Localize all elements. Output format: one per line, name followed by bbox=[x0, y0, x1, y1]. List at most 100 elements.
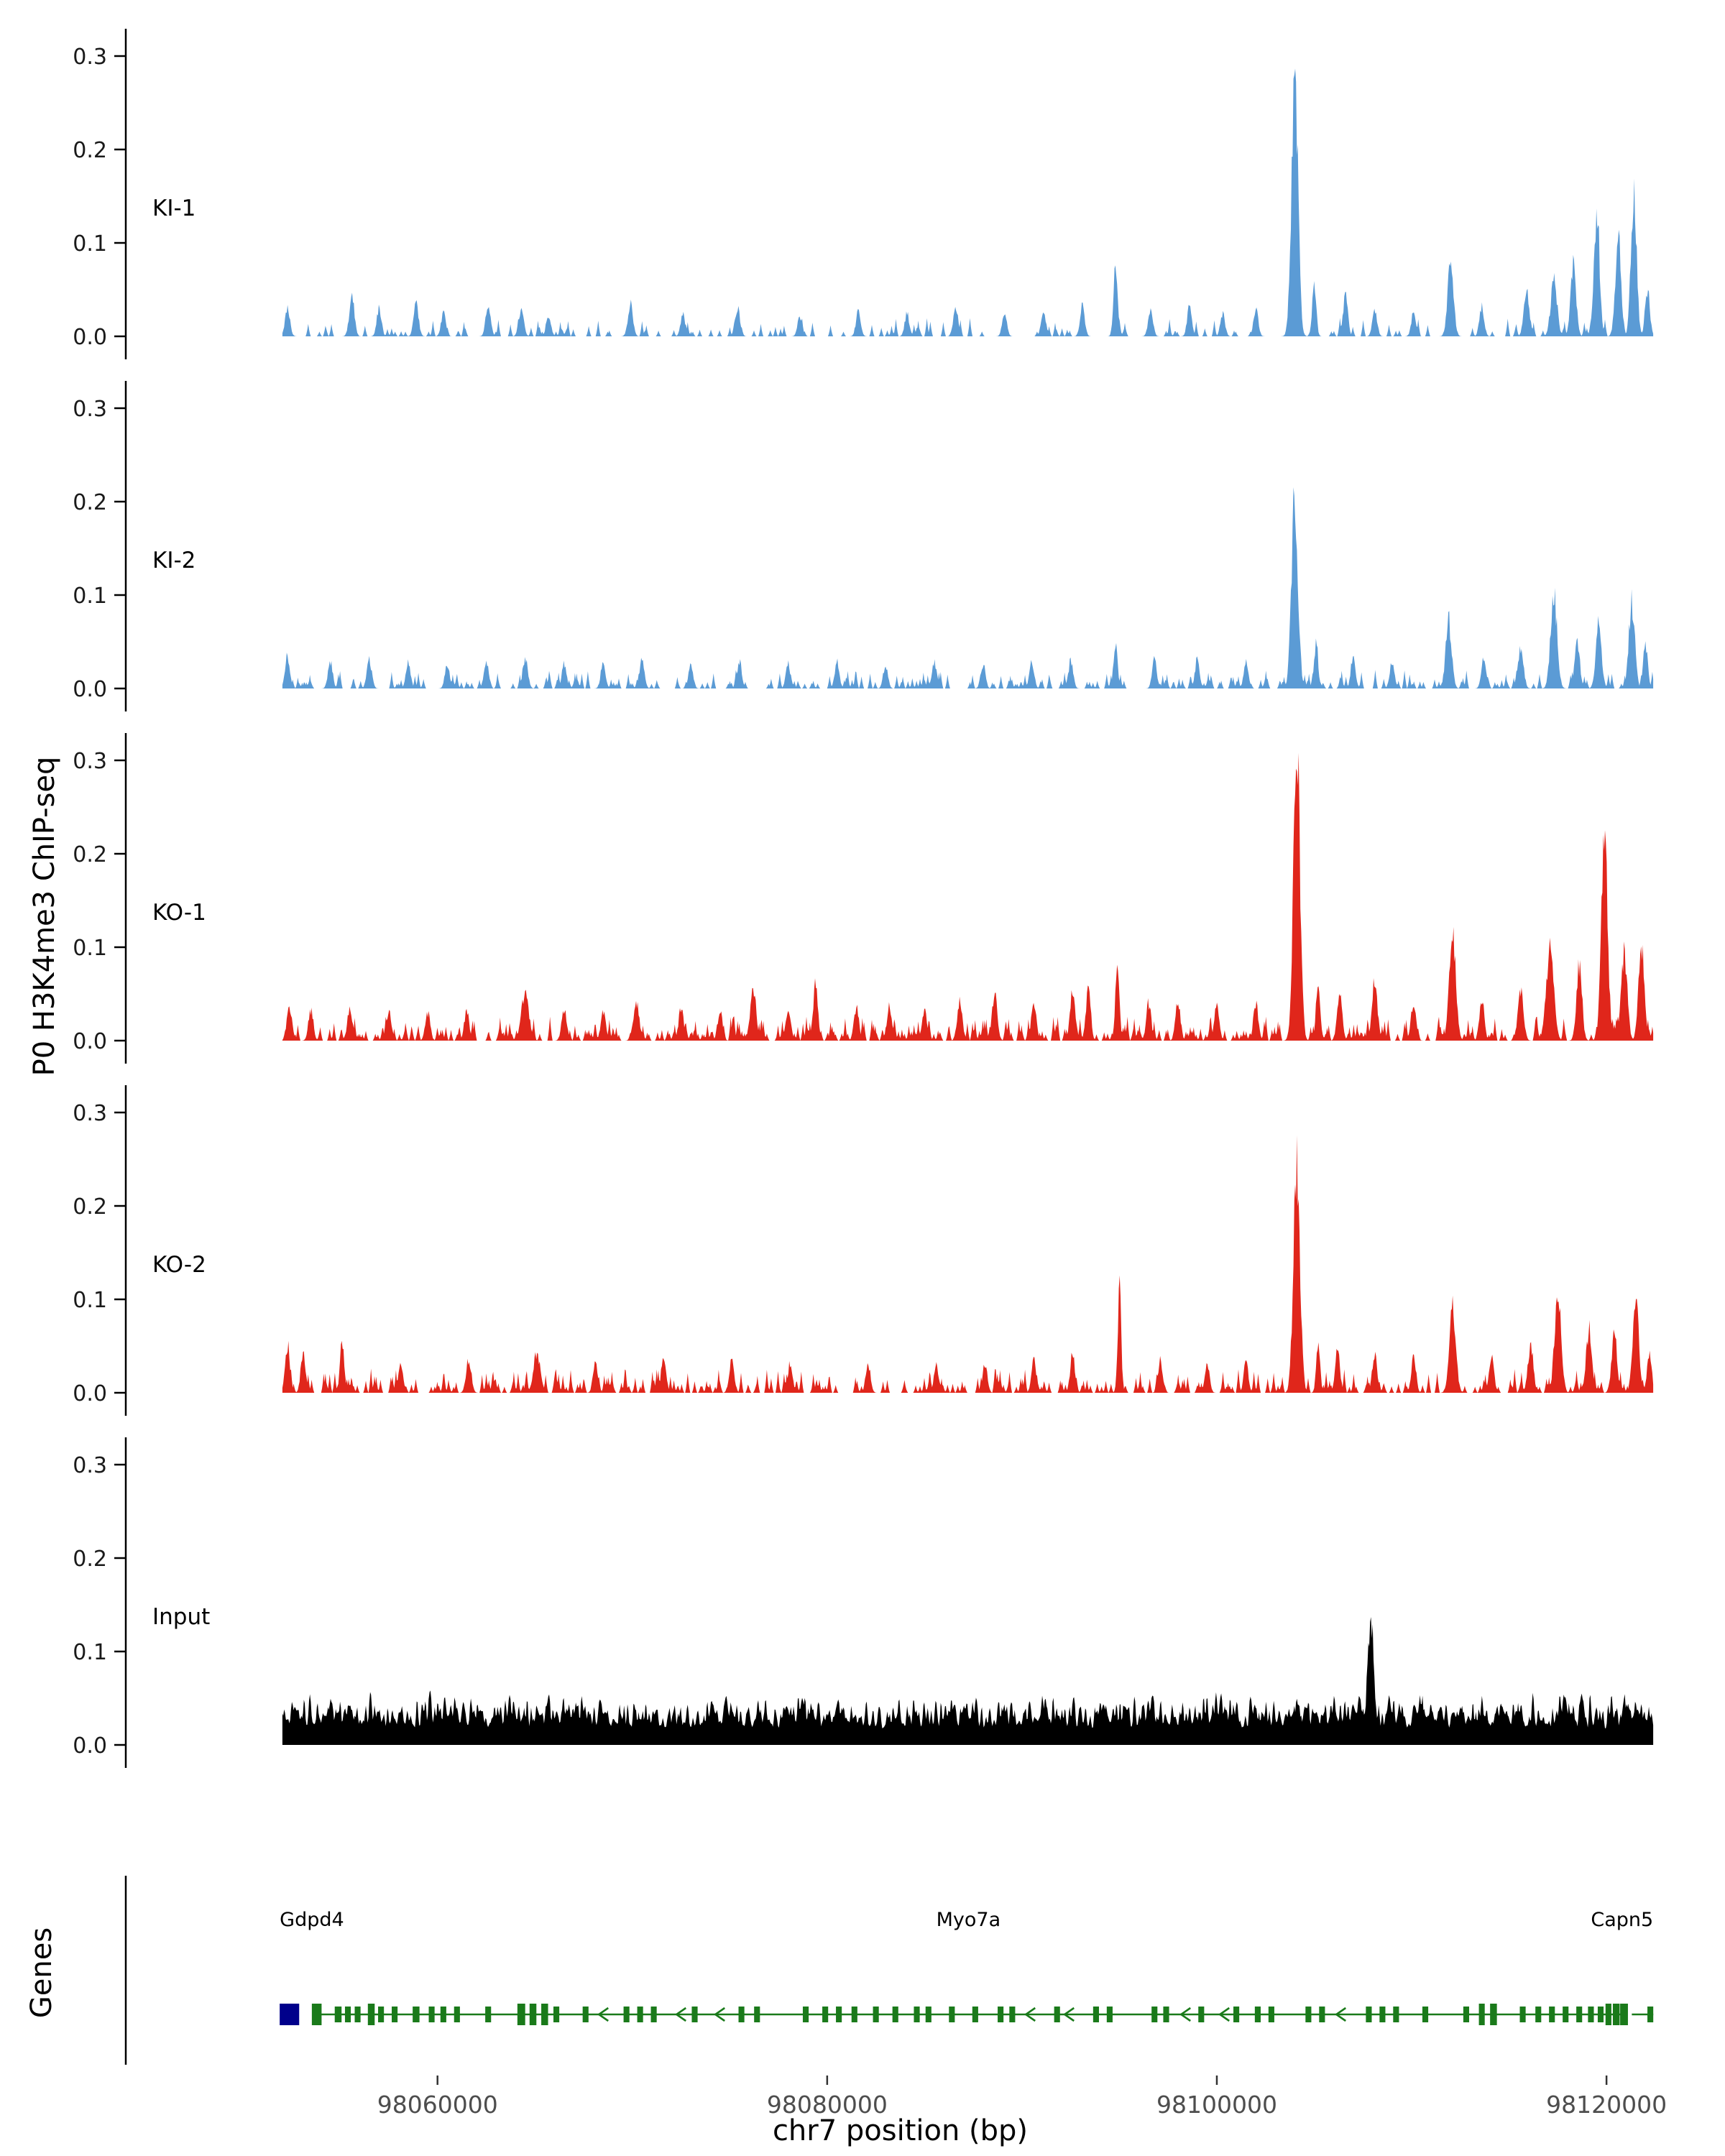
x-tick-label: 98120000 bbox=[1546, 2091, 1667, 2119]
track-panel-KO-1: 0.0 0.1 0.2 0.3 KO-1 bbox=[73, 733, 1654, 1064]
exon bbox=[1151, 2007, 1158, 2022]
exon bbox=[1605, 2004, 1611, 2025]
y-tick-label: 0.0 bbox=[73, 1029, 107, 1054]
y-tick-label: 0.3 bbox=[73, 45, 107, 70]
exon bbox=[802, 2007, 809, 2022]
y-tick-label: 0.0 bbox=[73, 325, 107, 350]
exon bbox=[822, 2007, 829, 2022]
x-axis-title: chr7 position (bp) bbox=[772, 2114, 1029, 2147]
exon bbox=[1490, 2004, 1497, 2025]
track-panel-KI-1: 0.0 0.1 0.2 0.3 KI-1 bbox=[73, 29, 1654, 359]
exon bbox=[1305, 2007, 1312, 2022]
y-tick-label: 0.2 bbox=[73, 1547, 107, 1572]
exon bbox=[378, 2007, 385, 2022]
track-label-KO-2: KO-2 bbox=[152, 1252, 206, 1278]
exon bbox=[1379, 2007, 1386, 2022]
exon bbox=[738, 2007, 745, 2022]
exon bbox=[1647, 2007, 1654, 2022]
exon bbox=[998, 2007, 1004, 2022]
exon bbox=[454, 2007, 460, 2022]
y-tick-label: 0.1 bbox=[73, 584, 107, 609]
exon bbox=[1198, 2007, 1205, 2022]
signal-area-KO-1 bbox=[282, 752, 1654, 1041]
exon bbox=[623, 2007, 630, 2022]
exon bbox=[1478, 2004, 1485, 2025]
exon bbox=[650, 2007, 657, 2022]
exon bbox=[1463, 2007, 1470, 2022]
exon bbox=[367, 2004, 375, 2025]
x-axis: 98060000 98080000 98100000 98120000 bbox=[0, 2076, 1725, 2156]
exon bbox=[637, 2007, 643, 2022]
exon bbox=[851, 2007, 857, 2022]
exon bbox=[1366, 2007, 1372, 2022]
track-panel-KI-2: 0.0 0.1 0.2 0.3 KI-2 bbox=[73, 381, 1654, 711]
gene-label-Myo7a: Myo7a bbox=[937, 1909, 1001, 1931]
exon bbox=[344, 2007, 351, 2022]
y-tick-label: 0.2 bbox=[73, 842, 107, 867]
strand-arrow-icon bbox=[1218, 2007, 1230, 2022]
y-tick-label: 0.2 bbox=[73, 490, 107, 515]
exon bbox=[413, 2007, 420, 2022]
exon bbox=[1563, 2007, 1569, 2022]
exon bbox=[440, 2007, 446, 2022]
track-label-Input: Input bbox=[152, 1604, 210, 1630]
y-tick-label: 0.0 bbox=[73, 1381, 107, 1406]
exon bbox=[392, 2007, 398, 2022]
signal-area-KI-2 bbox=[282, 487, 1654, 688]
strand-arrow-icon bbox=[713, 2007, 725, 2022]
y-tick-label: 0.0 bbox=[73, 1733, 107, 1759]
exon bbox=[691, 2007, 698, 2022]
strand-arrow-icon bbox=[1024, 2007, 1036, 2022]
x-tick-label: 98060000 bbox=[377, 2091, 498, 2119]
signal-area-KO-2 bbox=[282, 1135, 1654, 1393]
track-label-KI-2: KI-2 bbox=[152, 548, 196, 573]
exon bbox=[428, 2007, 435, 2022]
signal-area-KI-1 bbox=[282, 68, 1654, 336]
exon bbox=[1519, 2007, 1526, 2022]
strand-arrow-icon bbox=[597, 2007, 609, 2022]
genes-panel: Gdpd4 Myo7a Capn5 bbox=[0, 1860, 1725, 2076]
strand-arrow-icon bbox=[1334, 2007, 1346, 2022]
exon bbox=[1422, 2007, 1429, 2022]
exon bbox=[1106, 2007, 1113, 2022]
y-tick-label: 0.3 bbox=[73, 749, 107, 774]
exon bbox=[311, 2004, 322, 2025]
exon bbox=[1054, 2007, 1060, 2022]
exon bbox=[553, 2007, 560, 2022]
exon bbox=[334, 2007, 342, 2022]
exon bbox=[1254, 2007, 1261, 2022]
exon bbox=[1319, 2007, 1325, 2022]
exon bbox=[529, 2004, 537, 2025]
y-tick-label: 0.2 bbox=[73, 138, 107, 163]
exon bbox=[1393, 2007, 1399, 2022]
strand-arrow-icon bbox=[1062, 2007, 1075, 2022]
signal-area-Input bbox=[282, 1617, 1654, 1745]
track-panel-KO-2: 0.0 0.1 0.2 0.3 KO-2 bbox=[73, 1085, 1654, 1416]
exon bbox=[1620, 2004, 1628, 2025]
strand-arrow-icon bbox=[674, 2007, 686, 2022]
exon bbox=[1163, 2007, 1169, 2022]
exon bbox=[354, 2007, 361, 2022]
exon bbox=[914, 2007, 920, 2022]
x-axis-svg: 98060000 98080000 98100000 98120000 bbox=[377, 2076, 1667, 2119]
y-tick-label: 0.1 bbox=[73, 936, 107, 961]
tracks-container: 0.0 0.1 0.2 0.3 KI-1 0.0 0.1 0.2 0.3 KI-2 0.0 0.1 0.… bbox=[0, 20, 1725, 1781]
x-tick-label: 98080000 bbox=[767, 2091, 888, 2119]
exon bbox=[1597, 2007, 1604, 2022]
y-tick-label: 0.3 bbox=[73, 1453, 107, 1478]
y-tick-label: 0.2 bbox=[73, 1194, 107, 1220]
y-tick-label: 0.1 bbox=[73, 1288, 107, 1313]
exon bbox=[1549, 2007, 1555, 2022]
y-tick-label: 0.0 bbox=[73, 677, 107, 702]
genes-track: Gdpd4 Myo7a Capn5 bbox=[124, 1876, 1654, 2065]
exon bbox=[1268, 2007, 1274, 2022]
exon bbox=[836, 2007, 842, 2022]
exon bbox=[582, 2007, 589, 2022]
exon bbox=[972, 2007, 978, 2022]
y-tick-label: 0.3 bbox=[73, 1101, 107, 1126]
exon bbox=[1588, 2007, 1594, 2022]
exon bbox=[517, 2004, 525, 2025]
exon bbox=[925, 2007, 932, 2022]
exon bbox=[1009, 2007, 1016, 2022]
